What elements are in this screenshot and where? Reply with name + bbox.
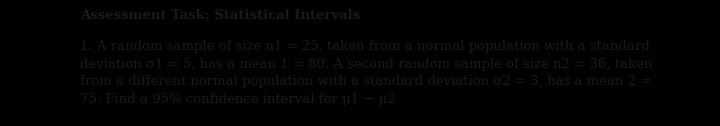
Text: Assessment Task: Statistical Intervals: Assessment Task: Statistical Intervals — [80, 9, 360, 22]
Text: 1. A random sample of size n1 = 25, taken from a normal population with a standa: 1. A random sample of size n1 = 25, take… — [80, 40, 652, 106]
